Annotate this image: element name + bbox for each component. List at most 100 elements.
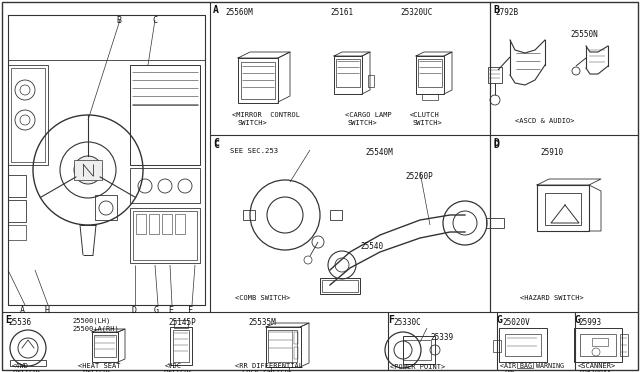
Text: <HEAT SEAT: <HEAT SEAT bbox=[78, 363, 120, 369]
Bar bbox=[266, 327, 301, 367]
Bar bbox=[92, 332, 118, 362]
Text: 25910: 25910 bbox=[540, 148, 563, 157]
Text: F: F bbox=[188, 306, 193, 315]
Bar bbox=[294, 347, 298, 359]
Text: <HAZARD SWITCH>: <HAZARD SWITCH> bbox=[520, 295, 584, 301]
Text: 25339: 25339 bbox=[430, 333, 453, 342]
Text: 25540: 25540 bbox=[360, 242, 383, 251]
Bar bbox=[403, 336, 435, 364]
Text: SWITCH>: SWITCH> bbox=[237, 120, 267, 126]
Text: E: E bbox=[5, 315, 11, 325]
Text: A: A bbox=[213, 5, 219, 15]
Bar bbox=[517, 362, 533, 368]
Text: 2792B: 2792B bbox=[495, 8, 518, 17]
Text: <ASCD & AUDIO>: <ASCD & AUDIO> bbox=[515, 118, 575, 124]
Bar bbox=[8, 175, 26, 197]
Text: 25161: 25161 bbox=[330, 8, 353, 17]
Bar bbox=[368, 75, 374, 87]
Text: <VDC: <VDC bbox=[165, 363, 182, 369]
Bar bbox=[11, 68, 45, 162]
Text: D: D bbox=[493, 138, 499, 148]
Text: SWITCH>: SWITCH> bbox=[413, 120, 443, 126]
Text: D: D bbox=[131, 306, 136, 315]
Bar bbox=[422, 94, 438, 100]
Bar bbox=[268, 330, 297, 362]
Text: 25020V: 25020V bbox=[502, 318, 530, 327]
Text: 25535M: 25535M bbox=[248, 318, 276, 327]
Bar bbox=[545, 193, 581, 225]
Text: C: C bbox=[213, 138, 219, 148]
Bar bbox=[8, 225, 26, 240]
Bar bbox=[336, 59, 360, 87]
Text: LOCK SWITCH>: LOCK SWITCH> bbox=[242, 370, 293, 372]
Text: 25536: 25536 bbox=[8, 318, 31, 327]
Bar bbox=[149, 214, 159, 234]
Bar bbox=[322, 280, 358, 292]
Text: 25260P: 25260P bbox=[405, 172, 433, 181]
Text: 25993: 25993 bbox=[578, 318, 601, 327]
Bar bbox=[130, 208, 200, 263]
Text: <4WD: <4WD bbox=[12, 363, 29, 369]
Text: C: C bbox=[213, 140, 219, 150]
Bar bbox=[334, 56, 362, 94]
Text: <CLUTCH: <CLUTCH bbox=[410, 112, 440, 118]
Bar bbox=[175, 214, 185, 234]
Text: F: F bbox=[388, 315, 394, 325]
Bar bbox=[416, 56, 444, 94]
Text: 25500+A(RH): 25500+A(RH) bbox=[72, 326, 119, 333]
Bar bbox=[173, 330, 189, 362]
Bar bbox=[493, 340, 501, 352]
Text: 25145P: 25145P bbox=[168, 318, 196, 327]
Text: <RR DIFFERENTIAL: <RR DIFFERENTIAL bbox=[235, 363, 303, 369]
Text: SWITCH>: SWITCH> bbox=[82, 370, 112, 372]
Text: D: D bbox=[493, 140, 499, 150]
Text: 25550N: 25550N bbox=[570, 30, 598, 39]
Bar bbox=[95, 195, 117, 220]
Text: SWITCH>: SWITCH> bbox=[348, 120, 378, 126]
Bar bbox=[403, 340, 431, 360]
Bar bbox=[133, 211, 197, 260]
Bar bbox=[574, 328, 622, 362]
Text: SEE SEC.253: SEE SEC.253 bbox=[230, 148, 278, 154]
Bar bbox=[74, 160, 102, 180]
Text: 25500(LH): 25500(LH) bbox=[72, 318, 110, 324]
Bar bbox=[162, 214, 172, 234]
Text: <CARGO LAMP: <CARGO LAMP bbox=[345, 112, 392, 118]
Bar bbox=[130, 168, 200, 203]
Bar bbox=[486, 218, 504, 228]
Bar bbox=[136, 214, 146, 234]
Bar bbox=[505, 334, 541, 356]
Bar bbox=[330, 210, 342, 220]
Bar bbox=[580, 334, 616, 356]
Bar bbox=[8, 200, 26, 222]
Text: <SCANNER>: <SCANNER> bbox=[578, 363, 616, 369]
Bar bbox=[320, 278, 360, 294]
Bar bbox=[238, 58, 278, 103]
Bar bbox=[10, 360, 46, 366]
Text: H: H bbox=[44, 306, 49, 315]
Text: G: G bbox=[575, 315, 581, 325]
Bar bbox=[241, 62, 275, 99]
Bar bbox=[271, 367, 289, 372]
Text: <COMB SWITCH>: <COMB SWITCH> bbox=[235, 295, 291, 301]
Bar bbox=[94, 335, 116, 357]
Bar bbox=[174, 320, 188, 328]
Text: <AIR BAG WARNING: <AIR BAG WARNING bbox=[500, 363, 564, 369]
Bar bbox=[243, 210, 255, 220]
Text: 25560M: 25560M bbox=[225, 8, 253, 17]
Text: B: B bbox=[493, 5, 499, 15]
Text: 25320UC: 25320UC bbox=[400, 8, 433, 17]
Bar bbox=[130, 65, 200, 165]
Text: 25330C: 25330C bbox=[393, 318, 420, 327]
Bar bbox=[8, 65, 48, 165]
Bar bbox=[499, 328, 547, 362]
Text: 25540M: 25540M bbox=[365, 148, 393, 157]
Bar bbox=[537, 185, 589, 231]
Text: G: G bbox=[497, 315, 503, 325]
Text: <POWER POINT>: <POWER POINT> bbox=[390, 364, 445, 370]
Text: R25100AA: R25100AA bbox=[580, 370, 612, 372]
Bar bbox=[294, 332, 298, 344]
Bar bbox=[170, 327, 192, 365]
Bar bbox=[592, 338, 608, 346]
Text: SWITCH>: SWITCH> bbox=[163, 370, 193, 372]
